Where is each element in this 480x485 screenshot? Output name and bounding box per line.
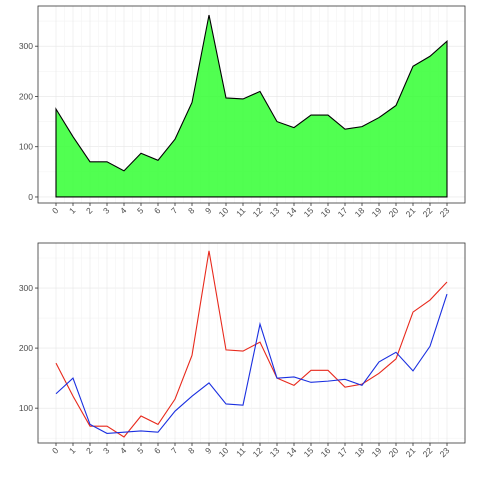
x-tick-label: 5 [135,445,146,456]
x-tick-label: 1 [67,205,78,216]
x-tick-label: 11 [234,205,248,219]
x-tick-label: 16 [319,205,333,219]
x-tick-label: 11 [234,445,248,459]
x-tick-label: 23 [438,445,452,459]
x-tick-label: 9 [203,205,214,216]
y-tick-label: 0 [28,192,33,202]
x-tick-label: 7 [169,205,180,216]
x-tick-label: 2 [84,205,95,216]
x-tick-label: 1 [67,445,78,456]
x-tick-label: 6 [152,445,163,456]
x-tick-label: 14 [285,205,299,219]
x-tick-label: 2 [84,445,95,456]
x-tick-label: 4 [118,205,129,216]
x-tick-label: 17 [336,205,350,219]
x-tick-label: 23 [438,205,452,219]
x-tick-label: 17 [336,445,350,459]
x-tick-label: 10 [217,445,231,459]
x-tick-label: 9 [203,445,214,456]
x-tick-label: 10 [217,205,231,219]
x-tick-label: 8 [186,445,197,456]
x-tick-label: 14 [285,445,299,459]
x-tick-label: 8 [186,205,197,216]
y-tick-label: 100 [19,142,33,152]
x-tick-label: 7 [169,445,180,456]
x-tick-label: 15 [302,445,316,459]
x-tick-label: 22 [421,205,435,219]
x-tick-label: 22 [421,445,435,459]
x-tick-label: 0 [50,205,61,216]
x-tick-label: 0 [50,445,61,456]
y-tick-label: 300 [19,283,33,293]
x-tick-label: 12 [251,205,265,219]
x-tick-label: 6 [152,205,163,216]
x-tick-label: 3 [101,445,112,456]
x-tick-label: 4 [118,445,129,456]
x-tick-label: 18 [353,445,367,459]
x-tick-label: 5 [135,205,146,216]
x-tick-label: 21 [404,445,418,459]
y-tick-label: 300 [19,41,33,51]
x-tick-label: 19 [370,205,384,219]
y-tick-label: 200 [19,343,33,353]
y-tick-label: 100 [19,403,33,413]
x-tick-label: 20 [387,445,401,459]
x-tick-label: 20 [387,205,401,219]
x-tick-label: 16 [319,445,333,459]
x-tick-label: 13 [268,445,282,459]
x-tick-label: 3 [101,205,112,216]
y-tick-label: 200 [19,91,33,101]
x-tick-label: 15 [302,205,316,219]
x-tick-label: 12 [251,445,265,459]
x-tick-label: 13 [268,205,282,219]
x-tick-label: 18 [353,205,367,219]
x-tick-label: 19 [370,445,384,459]
x-tick-label: 21 [404,205,418,219]
